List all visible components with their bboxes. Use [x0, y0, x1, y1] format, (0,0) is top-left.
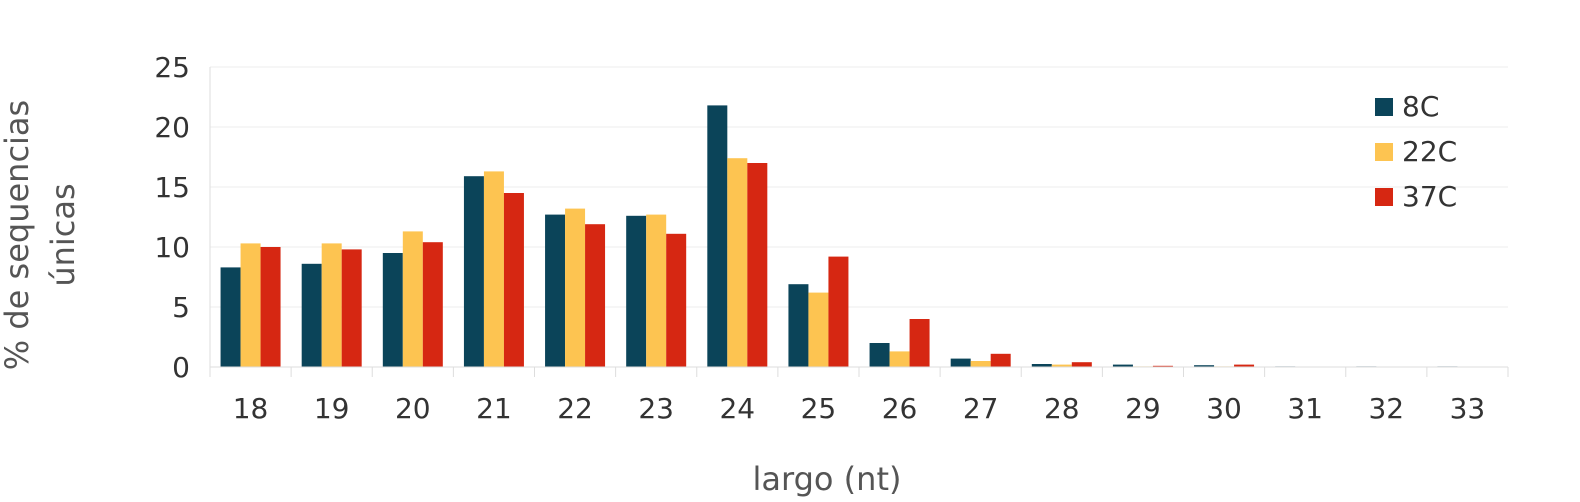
y-tick-label: 5 — [172, 291, 190, 324]
bar-8C-27 — [950, 358, 971, 367]
bar-8C-29 — [1112, 364, 1133, 367]
bar-37C-22 — [585, 224, 606, 367]
bar-8C-20 — [382, 253, 403, 367]
bar-22C-19 — [321, 243, 342, 367]
legend-swatch-37C — [1375, 188, 1393, 206]
bar-37C-19 — [341, 249, 362, 367]
bar-8C-25 — [788, 284, 809, 367]
bar-8C-19 — [301, 263, 322, 367]
x-tick-label: 30 — [1206, 392, 1242, 425]
bar-22C-23 — [646, 214, 667, 367]
legend-label-8C: 8C — [1402, 90, 1439, 123]
legend: 8C 22C 37C — [1375, 90, 1457, 213]
bar-22C-24 — [727, 158, 748, 367]
x-tick-label: 29 — [1125, 392, 1161, 425]
x-tick-label: 26 — [882, 392, 918, 425]
y-tick-label: 15 — [154, 171, 190, 204]
x-tick-label: 23 — [638, 392, 674, 425]
x-tick-labels: 18 19 20 21 22 23 24 25 26 27 28 29 30 31 32 33 — [233, 392, 1486, 425]
bar-37C-21 — [503, 193, 524, 367]
x-tick-label: 27 — [963, 392, 999, 425]
y-tick-label: 10 — [154, 231, 190, 264]
bar-37C-20 — [422, 242, 443, 367]
legend-label-22C: 22C — [1402, 135, 1457, 168]
bar-22C-27 — [970, 361, 991, 367]
x-tick-label: 18 — [233, 392, 269, 425]
bar-37C-25 — [828, 256, 849, 367]
y-tick-label: 25 — [154, 51, 190, 84]
bar-22C-20 — [402, 231, 423, 367]
x-tick-label: 21 — [476, 392, 512, 425]
y-axis-title-line-1: % de sequencias — [0, 100, 36, 370]
bar-37C-30 — [1234, 364, 1255, 367]
bar-37C-26 — [909, 319, 930, 367]
bar-22C-22 — [565, 208, 586, 367]
x-tick-label: 19 — [314, 392, 350, 425]
bar-8C-26 — [869, 343, 890, 367]
y-tick-label: 0 — [172, 351, 190, 384]
bar-37C-18 — [260, 247, 281, 367]
x-tick-label: 20 — [395, 392, 431, 425]
y-axis-title: % de sequencias únicas — [0, 100, 82, 370]
bar-22C-18 — [240, 243, 261, 367]
bar-8C-28 — [1031, 364, 1052, 367]
y-axis-title-line-2: únicas — [44, 183, 82, 286]
bar-22C-21 — [483, 171, 504, 367]
y-tick-label: 20 — [154, 111, 190, 144]
legend-label-37C: 37C — [1402, 180, 1457, 213]
axes — [209, 67, 1509, 377]
bar-8C-23 — [626, 215, 647, 367]
bar-37C-29 — [1152, 365, 1173, 367]
bar-37C-28 — [1071, 362, 1092, 367]
bar-37C-27 — [990, 353, 1011, 367]
bar-8C-18 — [220, 267, 241, 367]
legend-swatch-8C — [1375, 98, 1393, 116]
bar-22C-26 — [889, 351, 910, 367]
bars — [220, 105, 1458, 368]
x-axis-title: largo (nt) — [753, 460, 902, 498]
x-tick-label: 28 — [1044, 392, 1080, 425]
bar-8C-24 — [707, 105, 728, 368]
x-tick-label: 22 — [557, 392, 593, 425]
bar-22C-28 — [1051, 364, 1072, 367]
y-tick-labels: 0 5 10 15 20 25 — [154, 51, 190, 384]
legend-swatch-22C — [1375, 143, 1393, 161]
x-tick-label: 25 — [801, 392, 837, 425]
bar-8C-30 — [1194, 365, 1215, 367]
bar-37C-23 — [666, 233, 687, 367]
bar-37C-24 — [747, 163, 768, 367]
bar-8C-21 — [463, 176, 484, 367]
x-tick-label: 31 — [1287, 392, 1323, 425]
bar-22C-25 — [808, 292, 829, 367]
x-tick-label: 24 — [719, 392, 755, 425]
x-tick-label: 33 — [1450, 392, 1486, 425]
bar-8C-22 — [545, 214, 566, 367]
x-tick-label: 32 — [1368, 392, 1404, 425]
